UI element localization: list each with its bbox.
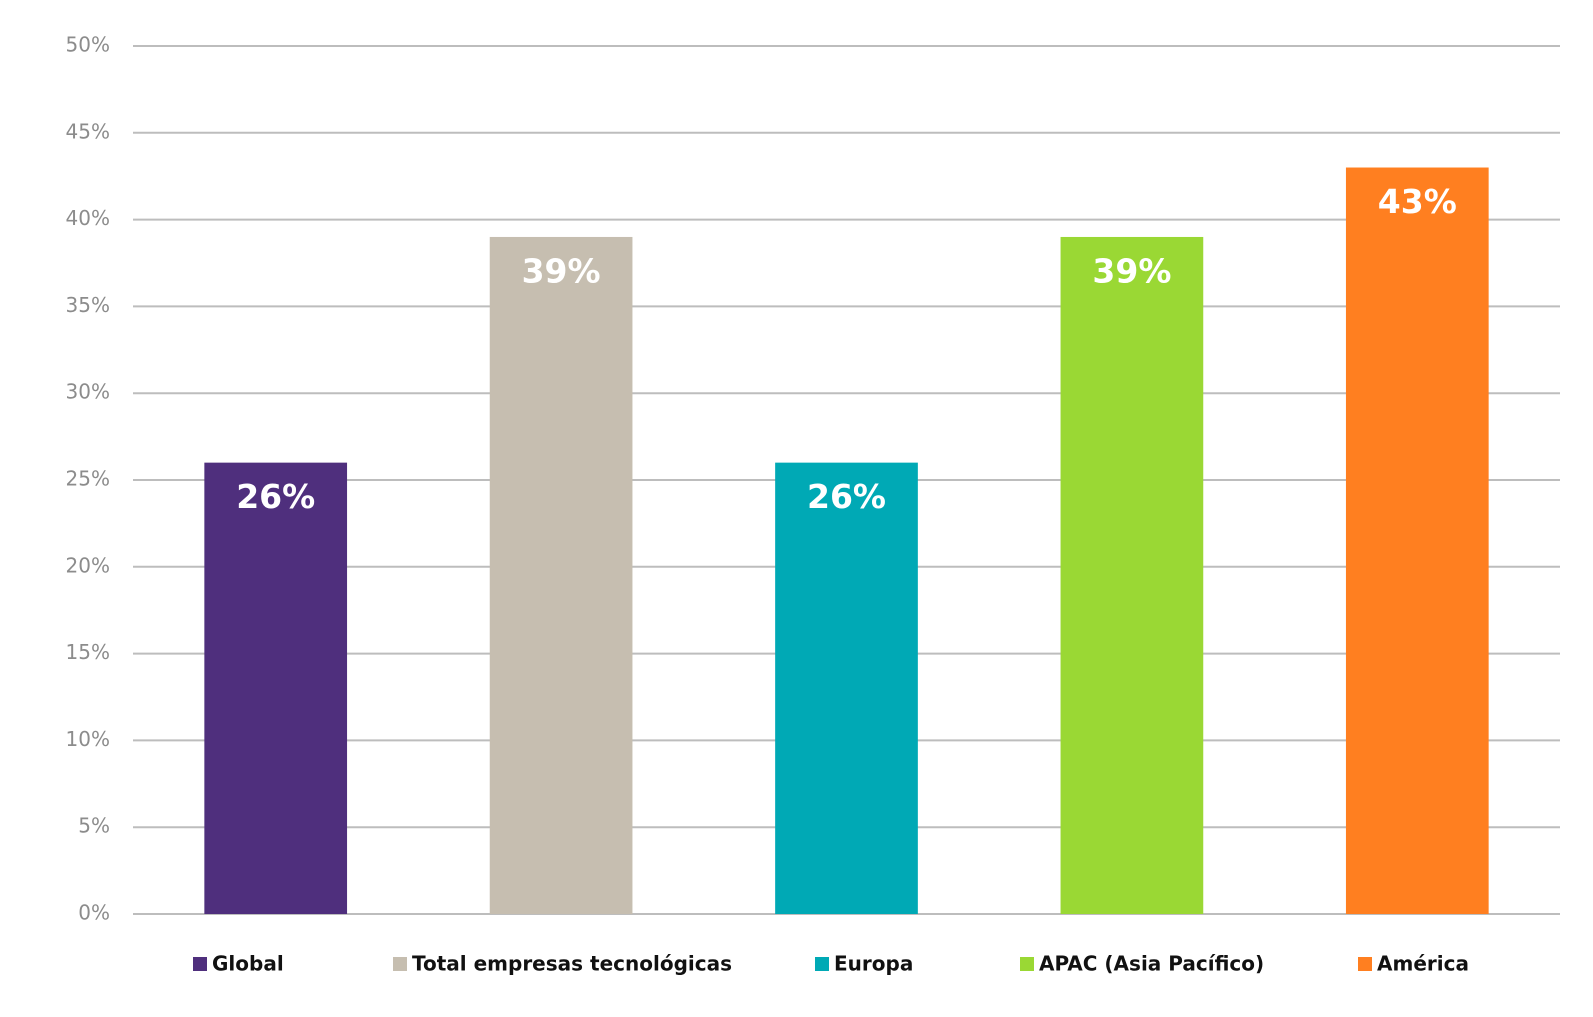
y-tick-label: 30% xyxy=(66,380,110,404)
legend-label: Global xyxy=(212,952,284,976)
legend-swatch xyxy=(815,957,829,971)
y-tick-label: 45% xyxy=(66,119,110,143)
y-tick-label: 5% xyxy=(78,814,110,838)
y-tick-label: 25% xyxy=(66,467,110,491)
bar xyxy=(204,462,348,914)
y-tick-label: 0% xyxy=(78,901,110,925)
legend-label: Total empresas tecnológicas xyxy=(412,952,732,976)
y-tick-label: 40% xyxy=(66,206,110,230)
value-label: 39% xyxy=(1092,251,1171,290)
legend-swatch xyxy=(1358,957,1372,971)
y-tick-label: 50% xyxy=(66,33,110,57)
value-label: 39% xyxy=(522,251,601,290)
y-tick-label: 35% xyxy=(66,293,110,317)
bar xyxy=(1345,167,1489,914)
legend-swatch xyxy=(193,957,207,971)
legend-swatch xyxy=(393,957,407,971)
y-tick-label: 10% xyxy=(66,727,110,751)
y-tick-label: 20% xyxy=(66,553,110,577)
value-label: 26% xyxy=(236,477,315,516)
bar xyxy=(1060,236,1204,914)
legend-swatch xyxy=(1020,957,1034,971)
y-tick-label: 15% xyxy=(66,640,110,664)
value-label: 26% xyxy=(807,477,886,516)
value-label: 43% xyxy=(1378,182,1457,221)
bar xyxy=(489,236,633,914)
legend-label: APAC (Asia Pacífico) xyxy=(1039,952,1264,976)
legend-label: Europa xyxy=(834,952,913,976)
legend-label: América xyxy=(1377,952,1469,976)
bar xyxy=(775,462,918,914)
